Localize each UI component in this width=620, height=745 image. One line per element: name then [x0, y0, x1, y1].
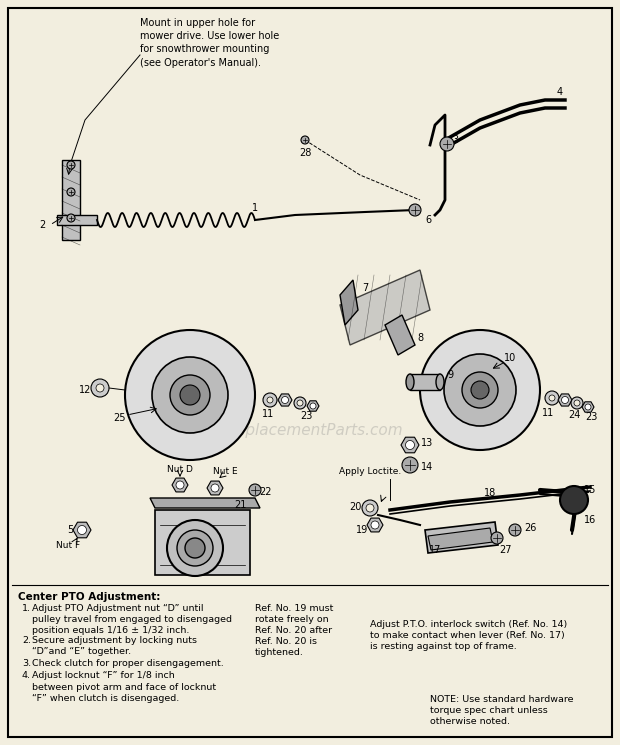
- Text: 8: 8: [417, 333, 423, 343]
- Polygon shape: [207, 481, 223, 495]
- Text: 9: 9: [447, 370, 453, 380]
- Text: 12: 12: [79, 385, 91, 395]
- Polygon shape: [385, 315, 415, 355]
- Text: NOTE: Use standard hardware
torque spec chart unless
otherwise noted.: NOTE: Use standard hardware torque spec …: [430, 695, 574, 726]
- Circle shape: [96, 384, 104, 392]
- Circle shape: [444, 354, 516, 426]
- Text: Adjust locknut “F” for 1/8 inch
between pivot arm and face of locknut
“F” when c: Adjust locknut “F” for 1/8 inch between …: [32, 671, 216, 703]
- Text: 28: 28: [299, 148, 311, 158]
- Ellipse shape: [436, 374, 444, 390]
- Circle shape: [180, 385, 200, 405]
- Text: 14: 14: [421, 462, 433, 472]
- Circle shape: [371, 521, 379, 529]
- Circle shape: [471, 381, 489, 399]
- Text: Adjust P.T.O. interlock switch (Ref. No. 14)
to make contact when lever (Ref. No: Adjust P.T.O. interlock switch (Ref. No.…: [370, 620, 567, 651]
- Text: 19: 19: [356, 525, 368, 535]
- Circle shape: [249, 484, 261, 496]
- Text: 13: 13: [421, 438, 433, 448]
- Circle shape: [177, 530, 213, 566]
- Text: 3: 3: [452, 135, 458, 145]
- Text: Nut D: Nut D: [167, 466, 193, 475]
- Polygon shape: [73, 522, 91, 538]
- Text: 7: 7: [362, 283, 368, 293]
- Text: 11: 11: [542, 408, 554, 418]
- Text: 2: 2: [39, 220, 45, 230]
- Polygon shape: [340, 270, 430, 345]
- Text: 5: 5: [67, 525, 73, 535]
- Text: 3.: 3.: [22, 659, 31, 668]
- Text: Nut E: Nut E: [213, 468, 237, 477]
- Text: 2.: 2.: [22, 636, 31, 645]
- Circle shape: [440, 137, 454, 151]
- Circle shape: [574, 400, 580, 406]
- Text: 25: 25: [113, 413, 126, 423]
- Circle shape: [366, 504, 374, 512]
- Text: Mount in upper hole for
mower drive. Use lower hole
for snowthrower mounting
(se: Mount in upper hole for mower drive. Use…: [140, 18, 279, 68]
- Circle shape: [185, 538, 205, 558]
- Ellipse shape: [406, 374, 414, 390]
- Polygon shape: [57, 215, 97, 225]
- Circle shape: [297, 400, 303, 406]
- Circle shape: [125, 330, 255, 460]
- Circle shape: [91, 379, 109, 397]
- Text: 24: 24: [568, 410, 580, 420]
- Text: 18: 18: [484, 488, 496, 498]
- Polygon shape: [307, 401, 319, 411]
- Polygon shape: [428, 528, 493, 550]
- Circle shape: [545, 391, 559, 405]
- Circle shape: [67, 214, 75, 222]
- Text: 22: 22: [259, 487, 272, 497]
- Text: Ref. No. 19 must
rotate freely on
Ref. No. 20 after
Ref. No. 20 is
tightened.: Ref. No. 19 must rotate freely on Ref. N…: [255, 604, 334, 657]
- Circle shape: [509, 524, 521, 536]
- Text: 20: 20: [349, 502, 361, 512]
- Text: 11: 11: [262, 409, 274, 419]
- Polygon shape: [172, 478, 188, 492]
- Circle shape: [67, 161, 75, 169]
- Circle shape: [152, 357, 228, 433]
- Polygon shape: [558, 394, 572, 406]
- Polygon shape: [401, 437, 419, 453]
- Polygon shape: [410, 374, 440, 390]
- Text: 17: 17: [429, 545, 441, 555]
- Text: 6: 6: [425, 215, 431, 225]
- Polygon shape: [582, 402, 594, 412]
- Circle shape: [491, 532, 503, 544]
- Circle shape: [405, 440, 415, 449]
- Circle shape: [420, 330, 540, 450]
- Text: 21: 21: [234, 500, 246, 510]
- Text: 1.: 1.: [22, 604, 31, 613]
- Polygon shape: [278, 394, 292, 406]
- Circle shape: [263, 393, 277, 407]
- Circle shape: [176, 481, 184, 489]
- Circle shape: [549, 395, 555, 401]
- Text: 26: 26: [524, 523, 536, 533]
- Text: Check clutch for proper disengagement.: Check clutch for proper disengagement.: [32, 659, 224, 668]
- Circle shape: [462, 372, 498, 408]
- Circle shape: [362, 500, 378, 516]
- Text: Secure adjustment by locking nuts
“D”and “E” together.: Secure adjustment by locking nuts “D”and…: [32, 636, 197, 656]
- Circle shape: [560, 486, 588, 514]
- Circle shape: [78, 525, 87, 534]
- Text: 4: 4: [557, 87, 563, 97]
- Text: 1: 1: [252, 203, 258, 213]
- Circle shape: [294, 397, 306, 409]
- Circle shape: [402, 457, 418, 473]
- Polygon shape: [340, 280, 358, 325]
- Circle shape: [211, 484, 219, 492]
- Text: 27: 27: [500, 545, 512, 555]
- Circle shape: [281, 396, 288, 404]
- Circle shape: [310, 403, 316, 409]
- Polygon shape: [62, 160, 80, 240]
- Circle shape: [562, 396, 569, 404]
- Circle shape: [170, 375, 210, 415]
- Polygon shape: [155, 510, 250, 575]
- Circle shape: [409, 204, 421, 216]
- Circle shape: [67, 188, 75, 196]
- Polygon shape: [150, 498, 260, 508]
- Circle shape: [267, 397, 273, 403]
- Text: eReplacementParts.com: eReplacementParts.com: [216, 422, 404, 437]
- Text: 16: 16: [584, 515, 596, 525]
- Text: Adjust PTO Adjustment nut “D” until
pulley travel from engaged to disengaged
pos: Adjust PTO Adjustment nut “D” until pull…: [32, 604, 232, 635]
- Polygon shape: [367, 518, 383, 532]
- Text: 15: 15: [584, 485, 596, 495]
